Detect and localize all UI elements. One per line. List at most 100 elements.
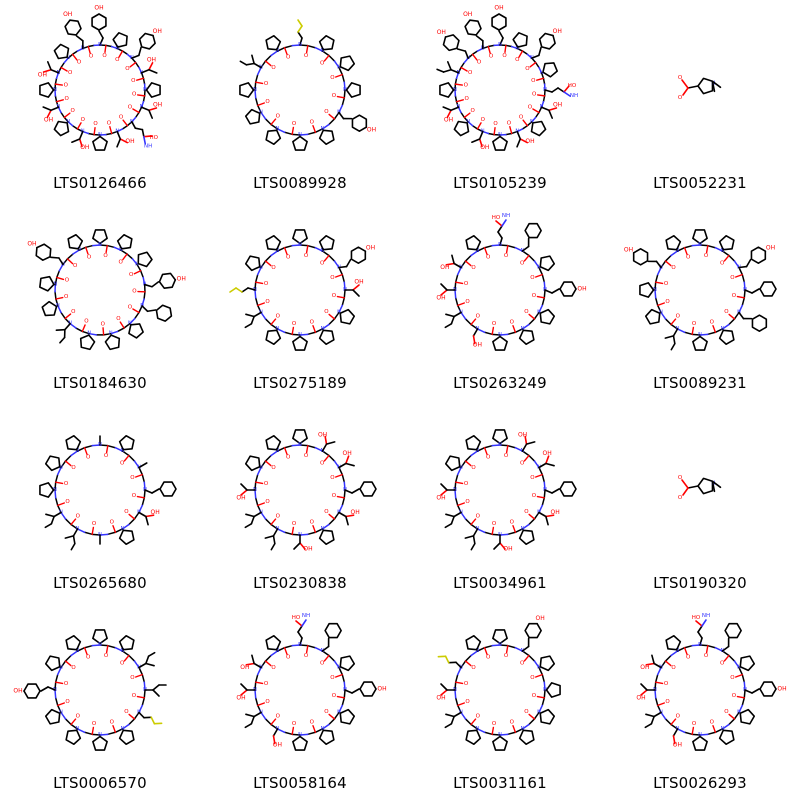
svg-text:N: N (653, 287, 657, 293)
svg-text:O: O (86, 655, 91, 661)
svg-text:O: O (102, 53, 107, 59)
svg-text:OH: OH (503, 546, 512, 553)
svg-text:N: N (698, 732, 702, 738)
svg-text:O: O (292, 121, 297, 127)
svg-text:OH: OH (236, 695, 245, 702)
svg-text:O: O (77, 60, 82, 66)
svg-text:O: O (324, 709, 329, 715)
svg-text:OH: OH (125, 138, 134, 145)
svg-text:O: O (320, 261, 325, 267)
svg-text:O: O (493, 121, 498, 127)
svg-text:HO: HO (292, 615, 301, 621)
svg-text:O: O (507, 120, 512, 126)
svg-text:N: N (119, 247, 123, 253)
svg-text:NH: NH (144, 144, 152, 150)
molecule-cell: OONLTS0052231 (600, 0, 800, 200)
svg-text:O: O (65, 699, 70, 705)
svg-text:N: N (259, 265, 263, 271)
svg-text:O: O (664, 281, 669, 287)
svg-text:N: N (543, 687, 547, 693)
svg-text:O: O (504, 253, 509, 259)
svg-text:N: N (476, 726, 480, 732)
svg-text:O: O (464, 281, 469, 287)
svg-text:O: O (671, 665, 676, 671)
svg-text:O: O (104, 653, 109, 659)
svg-text:N: N (66, 55, 70, 61)
svg-text:OH: OH (63, 11, 72, 18)
svg-text:OH: OH (480, 144, 489, 151)
svg-text:O: O (324, 109, 329, 115)
svg-text:N: N (498, 42, 502, 48)
svg-text:N: N (498, 332, 502, 338)
molecule-id-label: LTS0089928 (253, 174, 347, 192)
svg-text:O: O (310, 319, 315, 325)
svg-text:N: N (121, 726, 125, 732)
svg-text:O: O (489, 54, 494, 60)
molecule-id-label: LTS0184630 (53, 374, 147, 392)
svg-text:O: O (65, 277, 70, 283)
svg-text:OH: OH (236, 495, 245, 502)
svg-text:O: O (710, 719, 715, 725)
svg-text:O: O (692, 321, 697, 327)
svg-text:O: O (128, 104, 133, 110)
svg-text:O: O (264, 481, 269, 487)
svg-text:N: N (98, 442, 102, 448)
svg-text:O: O (276, 713, 281, 719)
svg-text:O: O (128, 304, 133, 310)
molecule-cell: ONONONONONOHONONONONONONONLTS0089928 (200, 0, 400, 200)
svg-text:N: N (53, 282, 57, 288)
svg-text:O: O (465, 96, 470, 102)
svg-text:O: O (531, 78, 536, 84)
svg-text:O: O (678, 95, 683, 101)
svg-text:N: N (521, 526, 525, 532)
svg-text:O: O (71, 665, 76, 671)
svg-text:N: N (737, 710, 741, 716)
svg-text:OH: OH (553, 102, 562, 109)
svg-text:O: O (65, 96, 70, 102)
structure-drawing: ONONONONONONONONONONOHONON (13, 629, 167, 751)
svg-text:N: N (721, 248, 725, 254)
svg-text:N: N (676, 248, 680, 254)
svg-text:O: O (464, 82, 469, 88)
svg-text:N: N (59, 710, 63, 716)
svg-text:OH: OH (777, 686, 786, 693)
svg-text:N: N (53, 87, 57, 93)
svg-text:O: O (116, 316, 121, 322)
svg-text:O: O (101, 321, 106, 327)
svg-text:O: O (73, 263, 78, 269)
svg-text:O: O (665, 699, 670, 705)
svg-text:O: O (468, 70, 473, 76)
svg-text:N: N (276, 248, 280, 254)
svg-text:O: O (502, 53, 507, 59)
svg-text:N: N (298, 442, 302, 448)
structure-drawing: ONOHONONOHONOHONONOHONHONHONOHONONOHONON… (38, 5, 162, 152)
svg-text:N: N (98, 42, 102, 48)
svg-text:HO: HO (150, 135, 159, 141)
svg-text:O: O (492, 521, 497, 527)
svg-text:O: O (132, 92, 137, 98)
svg-text:OH: OH (350, 509, 359, 516)
molecule-id-label: LTS0190320 (653, 574, 747, 592)
svg-text:O: O (486, 255, 491, 261)
svg-text:N: N (537, 310, 541, 316)
svg-text:O: O (64, 82, 69, 88)
svg-text:O: O (304, 453, 309, 459)
svg-text:N: N (498, 242, 502, 248)
svg-text:O: O (320, 61, 325, 67)
svg-text:O: O (81, 117, 86, 123)
svg-text:N: N (498, 642, 502, 648)
svg-text:N: N (98, 132, 102, 138)
svg-text:O: O (125, 66, 130, 72)
svg-text:OH: OH (342, 450, 351, 457)
molecule-id-label: LTS0052231 (653, 174, 747, 192)
svg-text:N: N (530, 119, 534, 125)
svg-text:O: O (324, 509, 329, 515)
svg-text:O: O (476, 713, 481, 719)
svg-text:O: O (76, 513, 81, 519)
svg-text:N: N (337, 665, 341, 671)
svg-text:O: O (510, 719, 515, 725)
svg-text:O: O (330, 475, 335, 481)
svg-text:O: O (515, 57, 520, 63)
svg-text:N: N (321, 248, 325, 254)
svg-text:O: O (530, 275, 535, 281)
